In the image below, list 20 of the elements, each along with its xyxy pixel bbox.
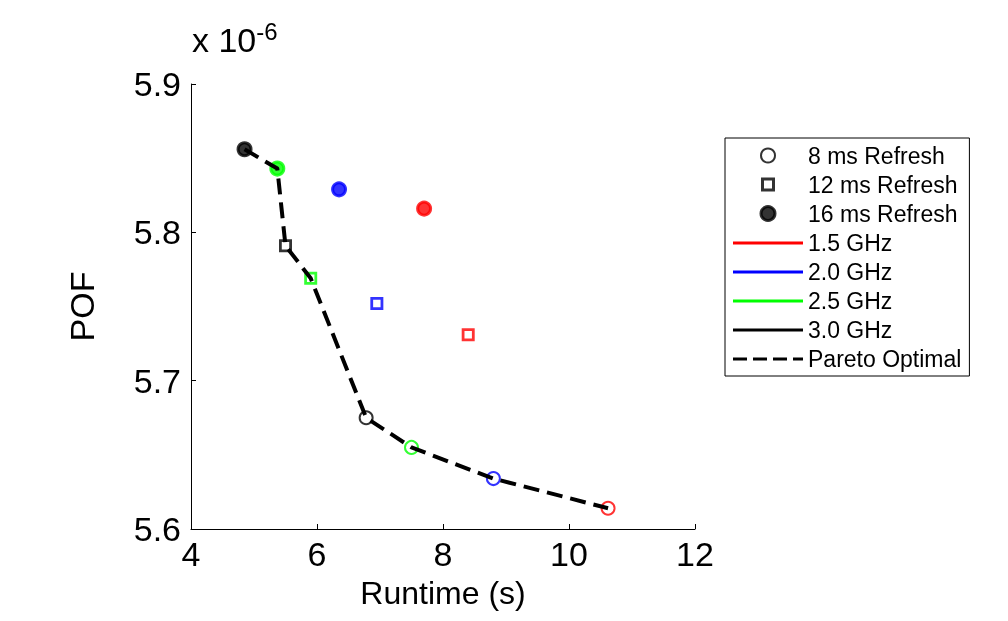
- legend-label: 8 ms Refresh: [808, 142, 945, 169]
- text: x 10$^{-6}$: [192, 18, 278, 61]
- x-tick-label: 6: [307, 535, 327, 573]
- y-axis-title: POF: [63, 271, 101, 342]
- legend-label: 1.5 GHz: [808, 229, 893, 256]
- x-tick-label: 12: [676, 535, 714, 573]
- x-tick-label: 10: [550, 535, 588, 573]
- legend-label: 16 ms Refresh: [808, 200, 958, 227]
- legend-label: 2.0 GHz: [808, 258, 893, 285]
- x-tick-label: 4: [181, 535, 201, 573]
- x-tick-label: 8: [433, 535, 453, 573]
- y-tick-label: 5.9: [133, 65, 181, 103]
- y-tick-label: 5.7: [133, 361, 181, 400]
- legend-label: 12 ms Refresh: [808, 171, 958, 198]
- y-tick-label: 5.8: [133, 213, 181, 252]
- y-tick-label: 5.6: [133, 510, 181, 548]
- x-axis-title: Runtime (s): [360, 575, 526, 611]
- legend-label: 2.5 GHz: [808, 287, 893, 314]
- legend-label: Pareto Optimal: [808, 345, 962, 372]
- legend-label: 3.0 GHz: [808, 316, 893, 343]
